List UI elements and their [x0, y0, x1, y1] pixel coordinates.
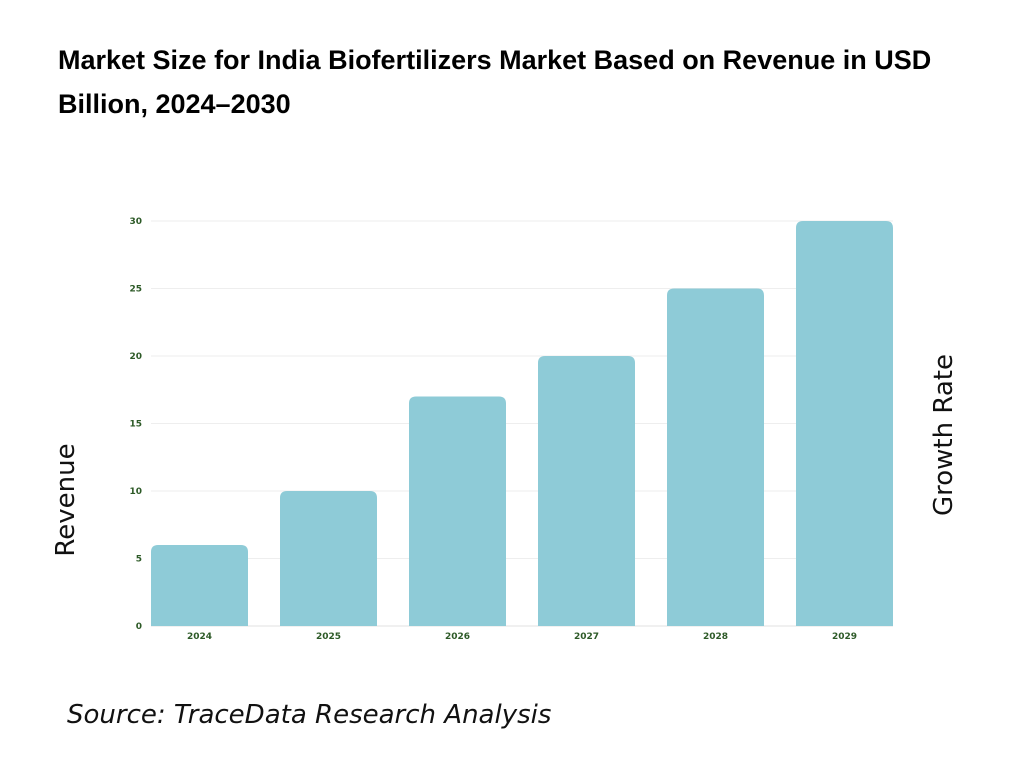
bar	[280, 491, 377, 626]
x-tick-label: 2029	[832, 632, 857, 642]
bar	[409, 396, 506, 626]
source-note: Source: TraceData Research Analysis	[67, 700, 552, 730]
x-tick-label: 2027	[574, 632, 599, 642]
x-tick-label: 2028	[703, 632, 728, 642]
y-tick-label: 0	[136, 622, 142, 632]
chart-title: Market Size for India Biofertilizers Mar…	[58, 45, 932, 119]
bar	[796, 221, 893, 626]
y-tick-label: 15	[129, 420, 142, 430]
y-tick-label: 30	[129, 217, 142, 227]
bar	[151, 545, 248, 626]
x-tick-label: 2026	[445, 632, 470, 642]
y-tick-label: 25	[129, 285, 142, 295]
y-tick-label: 20	[129, 352, 142, 362]
bar	[667, 288, 764, 626]
y-tick-label: 10	[129, 487, 142, 497]
x-tick-label: 2024	[187, 632, 212, 642]
y-tick-label: 5	[136, 555, 142, 565]
bar	[538, 356, 635, 626]
x-tick-label: 2025	[316, 632, 341, 642]
